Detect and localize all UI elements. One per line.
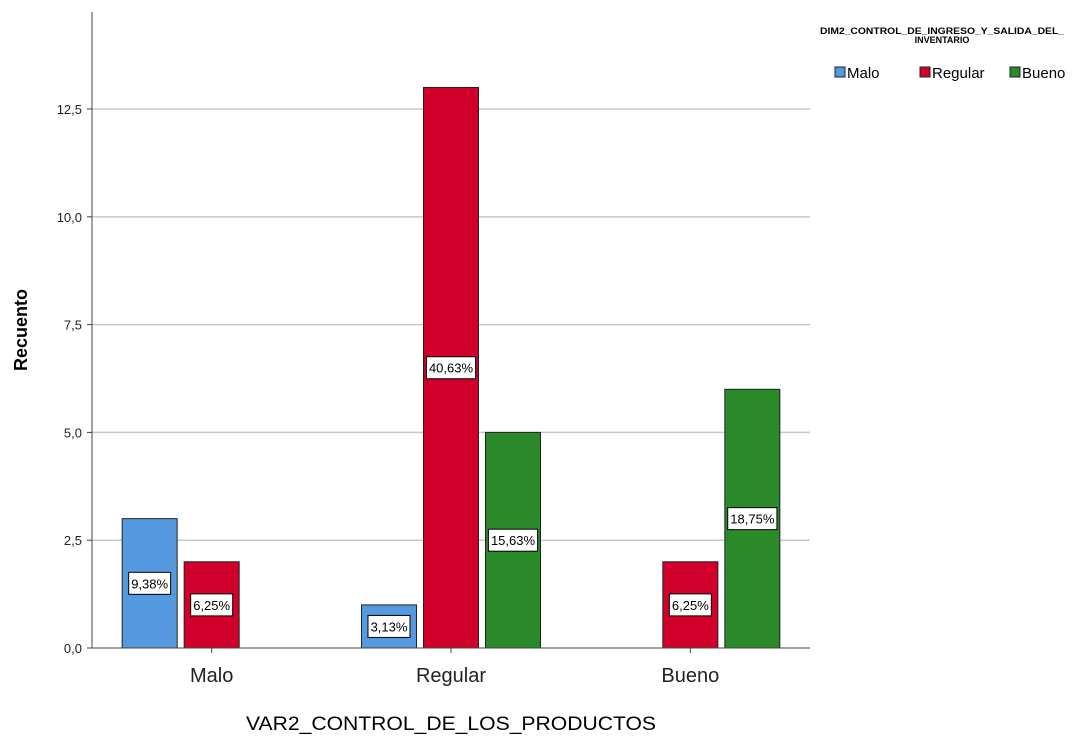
legend-label: Bueno bbox=[1022, 65, 1065, 82]
data-labels: 9,38% 6,25% 3,13% 40,63% 15,63% 6,25% 18,75% bbox=[128, 356, 778, 638]
y-tick-label: 0,0 bbox=[64, 641, 82, 656]
data-label-box bbox=[367, 614, 411, 638]
x-tick-label: Regular bbox=[416, 665, 486, 687]
y-ticks: 0,0 2,5 5,0 7,5 10,0 12,5 bbox=[57, 102, 92, 656]
legend-title-line1: DIM2_CONTROL_DE_INGRESO_Y_SALIDA_DEL_ bbox=[820, 26, 1065, 36]
data-label-box bbox=[425, 356, 477, 380]
y-tick-label: 5,0 bbox=[64, 425, 82, 440]
legend-swatch bbox=[1009, 66, 1021, 78]
y-axis-title: Recuento bbox=[11, 289, 31, 371]
data-label: 6,25% bbox=[672, 598, 709, 613]
data-label-box bbox=[727, 507, 778, 531]
legend: DIM2_CONTROL_DE_INGRESO_Y_SALIDA_DEL_ IN… bbox=[820, 26, 1065, 82]
legend-title-line2: INVENTARIO bbox=[915, 35, 970, 45]
legend-items: Malo Regular Bueno bbox=[834, 65, 1065, 82]
x-ticks: Malo Regular Bueno bbox=[190, 648, 719, 687]
legend-label: Malo bbox=[847, 65, 880, 82]
data-label: 6,25% bbox=[193, 598, 230, 613]
data-label: 18,75% bbox=[730, 512, 775, 527]
y-tick-label: 7,5 bbox=[64, 318, 82, 333]
y-tick-label: 12,5 bbox=[57, 102, 82, 117]
y-tick-label: 10,0 bbox=[57, 210, 82, 225]
legend-swatch bbox=[834, 66, 846, 78]
data-label: 40,63% bbox=[429, 361, 474, 376]
data-label: 9,38% bbox=[131, 576, 168, 591]
legend-swatch bbox=[919, 66, 931, 78]
data-label: 15,63% bbox=[491, 533, 536, 548]
legend-label: Regular bbox=[932, 65, 985, 82]
data-label-box bbox=[128, 571, 172, 595]
x-tick-label: Malo bbox=[190, 665, 233, 687]
data-label-box bbox=[190, 593, 234, 617]
data-label-box bbox=[487, 528, 539, 552]
data-label-box bbox=[668, 593, 712, 617]
x-tick-label: Bueno bbox=[661, 665, 719, 687]
y-tick-label: 2,5 bbox=[64, 533, 82, 548]
x-axis-title: VAR2_CONTROL_DE_LOS_PRODUCTOS bbox=[246, 714, 656, 735]
data-label: 3,13% bbox=[371, 619, 408, 634]
